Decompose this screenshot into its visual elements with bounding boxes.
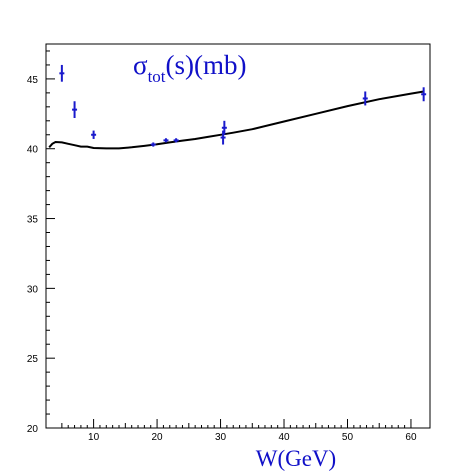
title-symbol: σ bbox=[133, 50, 148, 80]
data-point bbox=[362, 91, 368, 106]
title-subscript: tot bbox=[148, 67, 166, 86]
data-point bbox=[150, 142, 156, 147]
y-tick-label: 25 bbox=[27, 354, 39, 365]
y-tick-label: 35 bbox=[27, 215, 39, 226]
x-tick-label: 60 bbox=[405, 432, 417, 443]
x-axis-label: W(GeV) bbox=[256, 446, 336, 471]
chart-title: σtot(s)(mb) bbox=[133, 50, 247, 86]
x-tick-label: 10 bbox=[88, 432, 100, 443]
data-point bbox=[421, 87, 427, 102]
x-tick-label: 30 bbox=[215, 432, 227, 443]
y-axis-ticks: 20 25 30 35 40 45 bbox=[27, 50, 55, 435]
data-points bbox=[59, 64, 427, 147]
data-point bbox=[221, 120, 227, 135]
data-point bbox=[72, 101, 78, 119]
title-rest: (s)(mb) bbox=[166, 50, 247, 80]
y-tick-label: 40 bbox=[27, 145, 39, 156]
x-tick-label: 50 bbox=[342, 432, 354, 443]
model-curve bbox=[48, 90, 424, 150]
plot-frame bbox=[45, 43, 431, 429]
y-tick-label: 20 bbox=[27, 424, 39, 435]
x-axis-ticks: 10 20 30 40 50 60 bbox=[61, 419, 417, 443]
data-point bbox=[163, 138, 169, 143]
y-tick-label: 30 bbox=[27, 284, 39, 295]
data-point bbox=[59, 64, 65, 82]
x-tick-label: 40 bbox=[278, 432, 290, 443]
data-point bbox=[173, 138, 179, 143]
x-tick-label: 20 bbox=[152, 432, 164, 443]
y-tick-label: 45 bbox=[27, 75, 39, 86]
data-point bbox=[220, 130, 226, 145]
data-point bbox=[91, 130, 97, 139]
